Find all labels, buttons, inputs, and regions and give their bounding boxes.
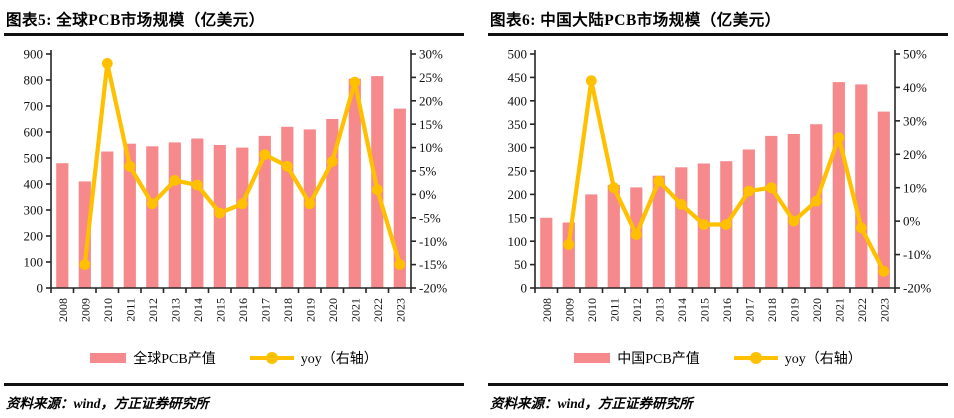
svg-text:2016: 2016 xyxy=(720,298,734,322)
global-pcb-combo-chart-canvas: 0 100 200 300 400 500 600 700 800 900 -20% -15% -10%… xyxy=(24,47,448,322)
legend-item-bar-series: 全球PCB产值 xyxy=(90,348,216,368)
yoy-series-label: yoy（右轴） xyxy=(300,352,378,367)
svg-text:200: 200 xyxy=(24,229,44,244)
svg-text:2009: 2009 xyxy=(562,298,576,322)
svg-text:30%: 30% xyxy=(419,47,443,62)
svg-text:40%: 40% xyxy=(903,80,927,95)
svg-text:10%: 10% xyxy=(419,140,443,155)
svg-text:300: 300 xyxy=(24,203,44,218)
svg-text:10%: 10% xyxy=(903,180,927,195)
svg-text:2014: 2014 xyxy=(675,298,689,322)
svg-text:2018: 2018 xyxy=(765,298,779,322)
chart-legend: 中国PCB产值 yoy（右轴） xyxy=(488,346,948,370)
svg-text:2017: 2017 xyxy=(742,298,756,322)
chart-title: 图表5: 全球PCB市场规模（亿美元） xyxy=(6,12,265,29)
svg-text:350: 350 xyxy=(508,117,528,132)
svg-text:0: 0 xyxy=(37,281,44,296)
chart-legend: 全球PCB产值 yoy（右轴） xyxy=(4,346,464,370)
svg-text:20%: 20% xyxy=(903,147,927,162)
svg-text:2019: 2019 xyxy=(303,298,317,322)
svg-text:450: 450 xyxy=(508,70,528,85)
bar-series-label: 全球PCB产值 xyxy=(133,352,216,367)
svg-text:2018: 2018 xyxy=(281,298,295,322)
svg-text:2014: 2014 xyxy=(191,298,205,322)
svg-text:2010: 2010 xyxy=(585,298,599,322)
svg-text:-10%: -10% xyxy=(903,247,931,262)
svg-text:2010: 2010 xyxy=(101,298,115,322)
svg-text:2012: 2012 xyxy=(146,298,160,322)
svg-text:-10%: -10% xyxy=(419,234,447,249)
svg-text:15%: 15% xyxy=(419,117,443,132)
svg-text:2023: 2023 xyxy=(877,298,891,322)
svg-text:200: 200 xyxy=(508,187,528,202)
svg-text:2008: 2008 xyxy=(540,298,554,322)
footer-divider xyxy=(4,383,464,386)
svg-text:30%: 30% xyxy=(903,113,927,128)
bar-series-label: 中国PCB产值 xyxy=(617,352,700,367)
svg-text:2009: 2009 xyxy=(78,298,92,322)
svg-text:400: 400 xyxy=(24,177,44,192)
svg-text:2012: 2012 xyxy=(630,298,644,322)
svg-text:600: 600 xyxy=(24,125,44,140)
svg-text:900: 900 xyxy=(24,47,44,62)
chart-panel-china-pcb: 图表6: 中国大陆PCB市场规模（亿美元） 0 50 100 150 200 250 300… xyxy=(488,8,948,412)
svg-text:50: 50 xyxy=(514,257,527,272)
svg-text:2016: 2016 xyxy=(236,298,250,322)
svg-text:50%: 50% xyxy=(903,47,927,62)
svg-text:2013: 2013 xyxy=(168,298,182,322)
svg-text:800: 800 xyxy=(24,73,44,88)
svg-text:0%: 0% xyxy=(903,214,921,229)
svg-text:-20%: -20% xyxy=(903,281,931,296)
svg-text:-5%: -5% xyxy=(419,210,441,225)
svg-text:-20%: -20% xyxy=(419,281,447,296)
svg-text:25%: 25% xyxy=(419,70,443,85)
legend-item-bar-series: 中国PCB产值 xyxy=(574,348,700,368)
svg-text:0: 0 xyxy=(521,281,528,296)
svg-text:2015: 2015 xyxy=(213,298,227,322)
svg-text:2013: 2013 xyxy=(652,298,666,322)
svg-text:2021: 2021 xyxy=(832,298,846,322)
svg-text:2008: 2008 xyxy=(56,298,70,322)
line-series-swatch xyxy=(733,352,778,364)
svg-text:500: 500 xyxy=(508,47,528,62)
svg-text:300: 300 xyxy=(508,140,528,155)
title-divider xyxy=(488,33,948,36)
svg-text:2019: 2019 xyxy=(787,298,801,322)
legend-item-yoy-series: yoy（右轴） xyxy=(733,348,862,368)
bar-series-swatch xyxy=(90,353,127,363)
svg-text:2021: 2021 xyxy=(348,298,362,322)
line-series-swatch xyxy=(249,352,294,364)
yoy-series-label: yoy（右轴） xyxy=(784,352,862,367)
title-divider xyxy=(4,33,464,36)
chart-title: 图表6: 中国大陆PCB市场规模（亿美元） xyxy=(490,12,781,29)
svg-text:2020: 2020 xyxy=(326,298,340,322)
svg-text:2020: 2020 xyxy=(810,298,824,322)
chart-panel-global-pcb: 图表5: 全球PCB市场规模（亿美元） 0 100 200 300 400 500 600 7… xyxy=(4,8,464,412)
svg-text:0%: 0% xyxy=(419,187,437,202)
svg-text:-15%: -15% xyxy=(419,257,447,272)
svg-text:400: 400 xyxy=(508,93,528,108)
svg-text:2023: 2023 xyxy=(393,298,407,322)
svg-text:500: 500 xyxy=(24,151,44,166)
bar-series-swatch xyxy=(574,353,611,363)
svg-text:2011: 2011 xyxy=(123,298,137,322)
legend-item-yoy-series: yoy（右轴） xyxy=(249,348,378,368)
svg-text:100: 100 xyxy=(508,234,528,249)
svg-text:2011: 2011 xyxy=(607,298,621,322)
china-pcb-combo-chart-canvas: 0 50 100 150 200 250 300 350 400 450 500 -20% -10% 0%… xyxy=(508,47,932,322)
svg-text:150: 150 xyxy=(508,210,528,225)
svg-text:100: 100 xyxy=(24,255,44,270)
footer-divider xyxy=(488,383,948,386)
svg-text:5%: 5% xyxy=(419,164,437,179)
svg-text:2015: 2015 xyxy=(697,298,711,322)
source-note: 资料来源：wind，方正证券研究所 xyxy=(490,396,693,411)
svg-text:20%: 20% xyxy=(419,93,443,108)
svg-text:2017: 2017 xyxy=(258,298,272,322)
svg-text:250: 250 xyxy=(508,164,528,179)
svg-text:700: 700 xyxy=(24,99,44,114)
source-note: 资料来源：wind，方正证券研究所 xyxy=(6,396,209,411)
svg-text:2022: 2022 xyxy=(371,298,385,322)
svg-text:2022: 2022 xyxy=(855,298,869,322)
